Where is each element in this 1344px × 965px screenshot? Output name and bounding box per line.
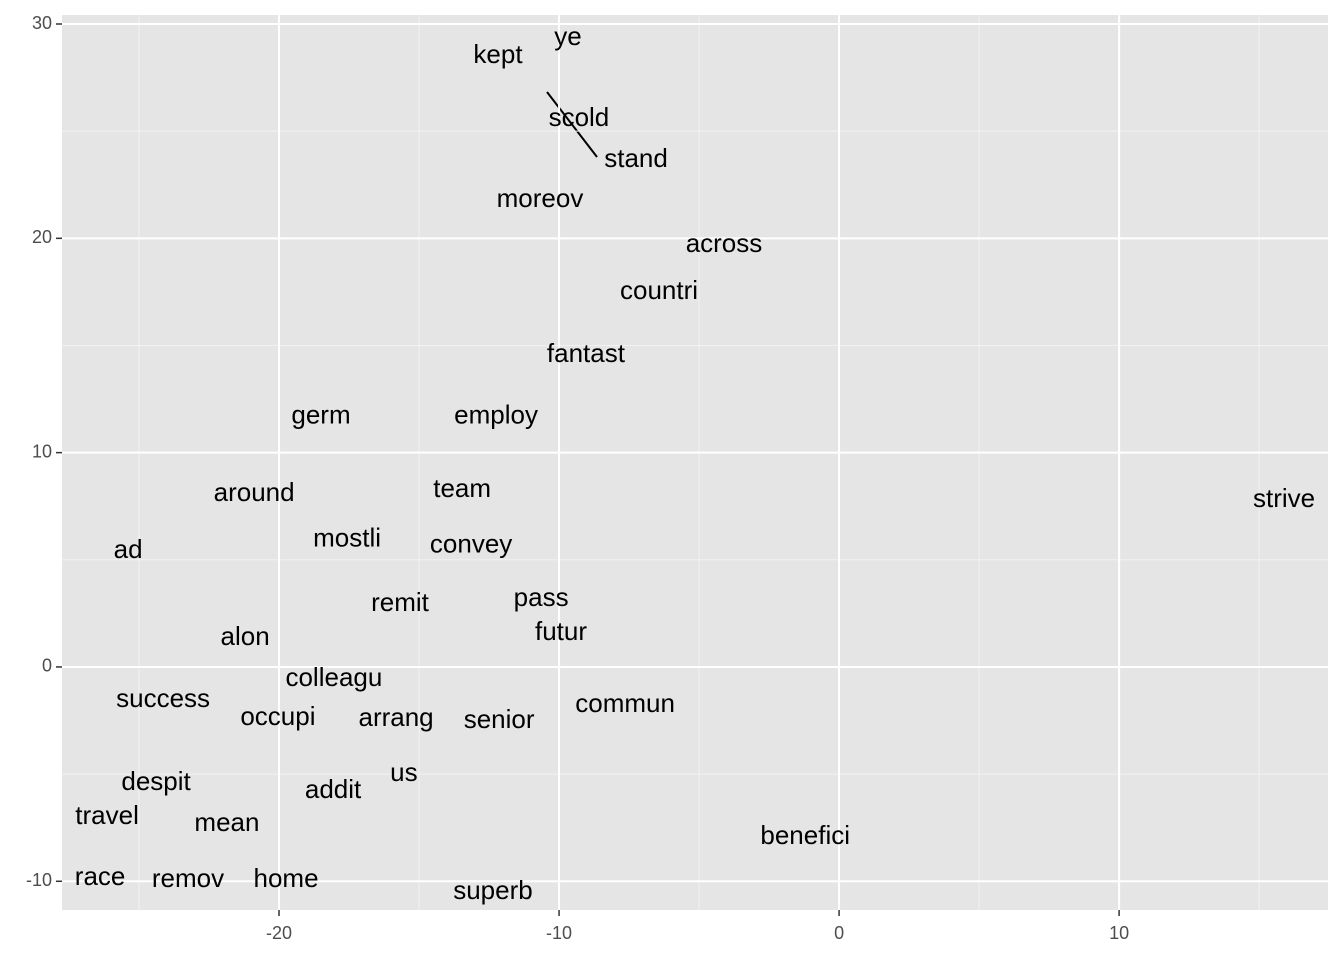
point-label: superb	[453, 875, 533, 905]
point-label: addit	[305, 774, 362, 804]
panel	[62, 15, 1328, 910]
x-tick-label: -10	[546, 923, 572, 943]
point-label: germ	[291, 400, 350, 430]
point-label: remov	[152, 863, 224, 893]
x-tick-label: 10	[1109, 923, 1129, 943]
point-label: scold	[549, 102, 610, 132]
point-label: team	[433, 473, 491, 503]
point-label: race	[75, 861, 126, 891]
point-label: kept	[473, 39, 523, 69]
point-label: commun	[575, 688, 675, 718]
point-label: mostli	[313, 523, 381, 553]
point-label: travel	[75, 800, 139, 830]
point-label: mean	[194, 807, 259, 837]
point-label: ad	[114, 534, 143, 564]
leader-line	[546, 91, 598, 158]
point-label: futur	[535, 616, 587, 646]
y-tick-label: 20	[32, 227, 52, 247]
y-tick-label: -10	[26, 870, 52, 890]
point-label: home	[253, 863, 318, 893]
point-label: senior	[464, 704, 535, 734]
point-label: stand	[604, 143, 668, 173]
point-label: remit	[371, 587, 430, 617]
point-label: countri	[620, 275, 698, 305]
point-label: strive	[1253, 483, 1315, 513]
point-label: alon	[221, 621, 270, 651]
point-label: across	[686, 228, 763, 258]
point-label: pass	[514, 582, 569, 612]
point-label: occupi	[240, 701, 315, 731]
y-tick-label: 0	[42, 656, 52, 676]
point-label: ye	[554, 21, 581, 51]
point-label: fantast	[547, 338, 626, 368]
point-label: benefici	[760, 820, 850, 850]
point-label: us	[390, 757, 417, 787]
point-label: employ	[454, 400, 538, 430]
point-label: around	[214, 477, 295, 507]
point-label: convey	[430, 529, 512, 559]
y-tick-label: 10	[32, 441, 52, 461]
x-tick-label: 0	[834, 923, 844, 943]
x-tick-label: -20	[266, 923, 292, 943]
y-tick-label: 30	[32, 13, 52, 33]
point-label: success	[116, 683, 210, 713]
point-label: moreov	[497, 183, 584, 213]
point-label: colleagu	[285, 662, 382, 692]
point-label: despit	[121, 766, 191, 796]
point-label: arrang	[358, 702, 433, 732]
